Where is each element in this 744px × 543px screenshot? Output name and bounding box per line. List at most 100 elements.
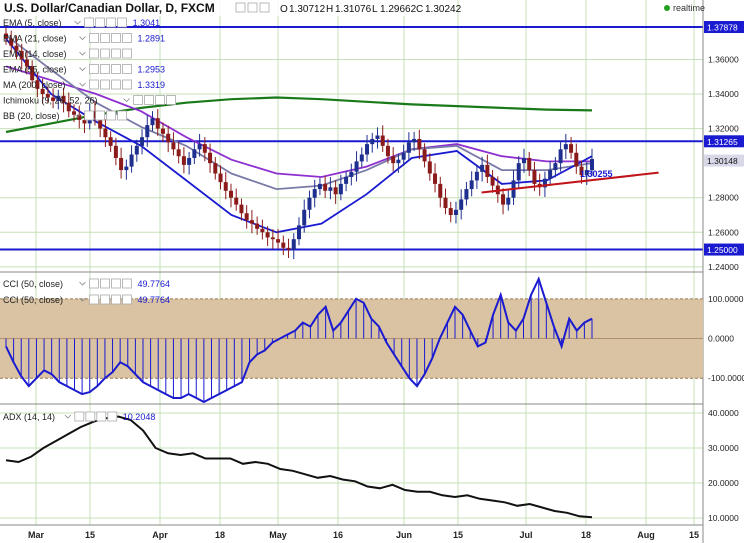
ohlc-low: 1.29662: [380, 4, 417, 15]
chevron-down-icon[interactable]: [79, 67, 86, 72]
settings-icon[interactable]: [100, 278, 110, 289]
plus-icon[interactable]: [111, 33, 121, 43]
indicator-row[interactable]: EMA (21, close) 1.2891: [3, 33, 165, 44]
eye-icon[interactable]: [84, 17, 94, 28]
header-controls[interactable]: [235, 2, 270, 13]
chevron-down-icon[interactable]: [79, 281, 86, 286]
plus-icon[interactable]: [111, 294, 121, 305]
candle-up: [453, 209, 458, 215]
plus-icon[interactable]: [106, 110, 116, 121]
cci-row[interactable]: CCI (50, close) 49.7764: [3, 278, 170, 289]
close-icon[interactable]: [122, 48, 132, 59]
settings-icon[interactable]: [95, 17, 105, 28]
indicator-row[interactable]: Ichimoku (9, 26, 52, 26): [3, 95, 177, 106]
plus-icon[interactable]: [111, 79, 121, 90]
settings-icon[interactable]: [100, 48, 110, 59]
time-tick-label: 16: [333, 530, 343, 540]
realtime-dot-icon: [664, 5, 670, 11]
plus-icon[interactable]: [247, 2, 258, 13]
time-axis[interactable]: Mar 15 Apr 18 May 16 Jun 15 Jul 18 Aug 15: [28, 530, 699, 540]
adx-axis[interactable]: 40.0000 30.0000 20.0000 10.0000: [708, 408, 739, 523]
eye-icon[interactable]: [89, 48, 99, 59]
chevron-down-icon[interactable]: [79, 51, 86, 56]
trendline: [481, 171, 659, 194]
chevron-down-icon[interactable]: [74, 20, 81, 25]
candle-down: [24, 59, 29, 67]
plus-icon[interactable]: [111, 278, 121, 289]
close-icon[interactable]: [166, 95, 177, 105]
plus-icon[interactable]: [155, 95, 166, 105]
candle-up: [297, 225, 301, 240]
settings-icon[interactable]: [100, 294, 110, 305]
candle-down: [208, 152, 213, 164]
trendline-segment[interactable]: [481, 171, 659, 194]
cci-legend[interactable]: CCI (50, close) 49.7764 CCI (50, close) 49.…: [3, 278, 170, 305]
indicator-row[interactable]: EMA (55, close) 1.2953: [3, 64, 165, 75]
indicator-row[interactable]: EMA (5, close) 1.3041: [3, 17, 160, 28]
plus-icon[interactable]: [96, 411, 107, 422]
ma-line[interactable]: [5, 65, 592, 178]
ohlc-high-label: H: [326, 4, 333, 15]
chevron-down-icon[interactable]: [79, 36, 86, 41]
settings-icon[interactable]: [95, 110, 105, 121]
price-axis[interactable]: 1.36000 1.34000 1.32000 1.28000 1.26000 1.240…: [704, 21, 744, 272]
close-icon[interactable]: [117, 110, 127, 121]
eye-icon[interactable]: [89, 294, 99, 305]
indicator-row-label: EMA (55, close): [3, 65, 67, 75]
candle-down: [286, 247, 291, 250]
indicator-row-label: Ichimoku (9, 26, 52, 26): [3, 96, 98, 106]
close-icon[interactable]: [122, 294, 132, 305]
candle-down: [61, 95, 66, 103]
settings-icon[interactable]: [100, 79, 110, 90]
price-badge-label: 1.31265: [707, 137, 738, 147]
indicator-row[interactable]: MA (200, close) 1.3319: [3, 79, 165, 90]
plus-icon[interactable]: [111, 48, 121, 59]
candle-down: [433, 173, 438, 184]
cci-tick-label: -100.0000: [708, 373, 744, 383]
settings-icon[interactable]: [100, 64, 110, 74]
time-tick-label: 15: [689, 530, 699, 540]
settings-icon[interactable]: [100, 33, 110, 43]
candle-down: [166, 133, 171, 143]
chevron-down-icon[interactable]: [64, 414, 72, 419]
ma-line[interactable]: [5, 34, 593, 191]
candle-down: [265, 232, 270, 238]
adx-row[interactable]: ADX (14, 14) 10.2048: [3, 411, 155, 422]
realtime-badge[interactable]: realtime: [664, 3, 705, 13]
close-icon[interactable]: [122, 79, 132, 90]
eye-icon[interactable]: [89, 33, 99, 43]
indicator-legend[interactable]: EMA (5, close) 1.3041 EMA (21, close) 1.289…: [3, 17, 177, 121]
close-icon[interactable]: [117, 17, 127, 28]
cci-panel[interactable]: [0, 276, 703, 404]
chevron-down-icon[interactable]: [79, 82, 86, 87]
eye-icon[interactable]: [133, 95, 144, 105]
chevron-down-icon[interactable]: [74, 113, 81, 118]
eye-icon[interactable]: [89, 278, 99, 289]
eye-icon[interactable]: [89, 64, 99, 74]
plus-icon[interactable]: [106, 17, 116, 28]
settings-icon[interactable]: [144, 95, 155, 105]
settings-icon[interactable]: [235, 2, 246, 13]
cci-row[interactable]: CCI (50, close) 49.7764: [3, 294, 170, 305]
cci-axis[interactable]: 100.0000 0.0000 -100.0000: [708, 294, 744, 383]
adx-legend[interactable]: ADX (14, 14) 10.2048: [3, 411, 155, 422]
close-icon[interactable]: [122, 64, 132, 74]
plus-icon[interactable]: [111, 64, 121, 74]
chevron-down-icon[interactable]: [79, 297, 86, 302]
eye-icon[interactable]: [74, 411, 85, 422]
time-tick-label: 18: [215, 530, 225, 540]
price-panel[interactable]: [0, 26, 703, 260]
indicator-row[interactable]: BB (20, close): [3, 110, 127, 121]
close-icon[interactable]: [122, 33, 132, 43]
candle-down: [9, 38, 14, 46]
eye-icon[interactable]: [84, 110, 94, 121]
close-icon[interactable]: [107, 411, 118, 422]
close-icon[interactable]: [259, 2, 270, 13]
eye-icon[interactable]: [89, 79, 99, 90]
close-icon[interactable]: [122, 278, 132, 289]
settings-icon[interactable]: [85, 411, 96, 422]
indicator-row[interactable]: EMA (14, close): [3, 48, 132, 59]
candle-up: [145, 125, 150, 138]
chevron-down-icon[interactable]: [123, 98, 130, 103]
